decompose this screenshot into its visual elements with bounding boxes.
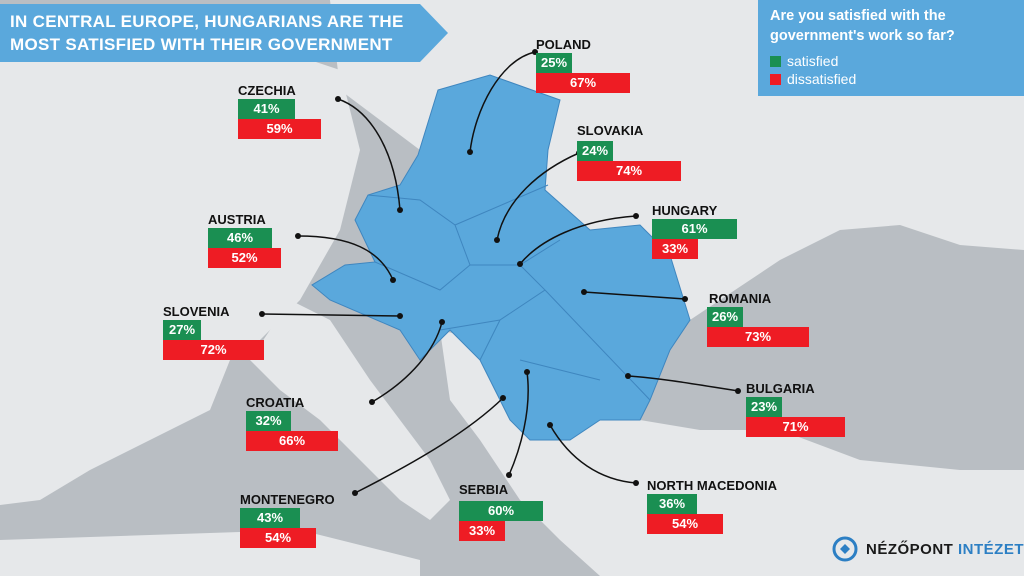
dissatisfied-swatch <box>770 73 781 85</box>
satisfied-bar: 36% <box>647 494 697 514</box>
country-name: CZECHIA <box>238 83 296 98</box>
land-west-europe <box>0 40 360 505</box>
legend-satisfied: satisfied <box>770 53 838 69</box>
country-name: CROATIA <box>246 395 305 410</box>
legend: Are you satisfied with the government's … <box>758 0 1024 96</box>
country-north-macedonia: NORTH MACEDONIA 36% 54% <box>647 477 777 534</box>
country-czechia: CZECHIA 41% 59% <box>238 82 321 139</box>
dissatisfied-bar: 72% <box>163 340 264 360</box>
satisfied-bar: 27% <box>163 320 201 340</box>
satisfied-bar: 41% <box>238 99 295 119</box>
dissatisfied-bar: 73% <box>707 327 809 347</box>
country-name: SERBIA <box>459 482 509 497</box>
satisfied-bar: 24% <box>577 141 613 161</box>
country-name: AUSTRIA <box>208 212 266 227</box>
satisfied-bar: 32% <box>246 411 291 431</box>
country-poland: POLAND 25% 67% <box>536 36 630 93</box>
nezopont-logo: NÉZŐPONT INTÉZET <box>832 536 1024 562</box>
dissatisfied-bar: 71% <box>746 417 845 437</box>
dissatisfied-bar: 74% <box>577 161 681 181</box>
country-austria: AUSTRIA 46% 52% <box>208 211 281 268</box>
land-italy <box>250 300 450 520</box>
country-slovenia: SLOVENIA 27% 72% <box>163 303 264 360</box>
title-banner: IN CENTRAL EUROPE, HUNGARIANS ARE THE MO… <box>0 4 448 62</box>
logo-text-b: INTÉZET <box>958 540 1024 558</box>
country-name: ROMANIA <box>709 291 772 306</box>
legend-dissatisfied: dissatisfied <box>770 71 856 87</box>
country-name: BULGARIA <box>746 381 815 396</box>
dissatisfied-bar: 33% <box>459 521 505 541</box>
satisfied-bar: 60% <box>459 501 543 521</box>
title-line-2: MOST SATISFIED WITH THEIR GOVERNMENT <box>10 35 393 54</box>
title-line-1: IN CENTRAL EUROPE, HUNGARIANS ARE THE <box>10 12 404 31</box>
dissatisfied-bar: 66% <box>246 431 338 451</box>
country-bulgaria: BULGARIA 23% 71% <box>746 380 845 437</box>
country-hungary: HUNGARY 61% 33% <box>652 202 737 259</box>
country-name: SLOVENIA <box>163 304 230 319</box>
legend-question-line-1: Are you satisfied with the <box>770 8 946 24</box>
dissatisfied-bar: 54% <box>647 514 723 534</box>
country-name: SLOVAKIA <box>577 123 644 138</box>
dissatisfied-bar: 52% <box>208 248 281 268</box>
country-name: HUNGARY <box>652 203 718 218</box>
legend-satisfied-label: satisfied <box>787 53 839 69</box>
satisfied-bar: 26% <box>707 307 743 327</box>
country-romania: ROMANIA 26% 73% <box>707 290 809 347</box>
dissatisfied-bar: 67% <box>536 73 630 93</box>
dissatisfied-bar: 33% <box>652 239 698 259</box>
satisfied-bar: 43% <box>240 508 300 528</box>
satisfied-swatch <box>770 55 781 67</box>
nezopont-logo-icon <box>832 536 858 562</box>
satisfied-bar: 23% <box>746 397 782 417</box>
dissatisfied-bar: 59% <box>238 119 321 139</box>
country-name: NORTH MACEDONIA <box>647 478 777 493</box>
logo-text-a: NÉZŐPONT <box>866 540 954 558</box>
dissatisfied-bar: 54% <box>240 528 316 548</box>
satisfied-bar: 61% <box>652 219 737 239</box>
country-serbia: SERBIA 60% 33% <box>459 481 543 541</box>
satisfied-bar: 25% <box>536 53 572 73</box>
country-name: POLAND <box>536 37 591 52</box>
legend-question-line-2: government's work so far? <box>770 28 955 44</box>
central-europe-highlight <box>311 74 691 441</box>
satisfied-bar: 46% <box>208 228 272 248</box>
country-name: MONTENEGRO <box>240 492 335 507</box>
legend-dissatisfied-label: dissatisfied <box>787 71 857 87</box>
country-slovakia: SLOVAKIA 24% 74% <box>577 122 681 181</box>
country-croatia: CROATIA 32% 66% <box>246 394 338 451</box>
country-montenegro: MONTENEGRO 43% 54% <box>240 491 335 548</box>
